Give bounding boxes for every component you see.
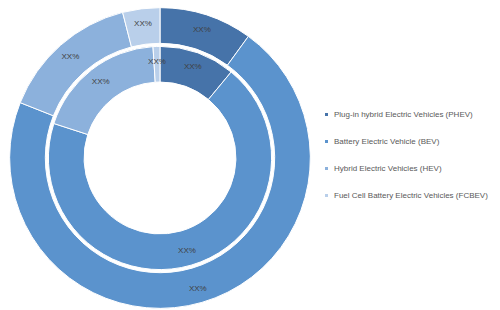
svg-text:XX%: XX% [178,246,196,255]
svg-text:XX%: XX% [92,77,110,86]
svg-text:Plug-in hybrid Electric Vehicl: Plug-in hybrid Electric Vehicles (PHEV) [334,110,473,119]
svg-text:Hybrid Electric Vehicles (HEV): Hybrid Electric Vehicles (HEV) [334,164,442,173]
svg-text:XX%: XX% [189,284,207,293]
svg-text:Battery Electric Vehicle (BEV): Battery Electric Vehicle (BEV) [334,137,440,146]
svg-text:XX%: XX% [61,52,79,61]
svg-text:XX%: XX% [184,62,202,71]
svg-text:XX%: XX% [193,25,211,34]
svg-text:Fuel Cell Battery Electric Veh: Fuel Cell Battery Electric Vehicles (FCB… [334,191,488,200]
svg-text:XX%: XX% [148,57,166,66]
svg-text:XX%: XX% [134,19,152,28]
